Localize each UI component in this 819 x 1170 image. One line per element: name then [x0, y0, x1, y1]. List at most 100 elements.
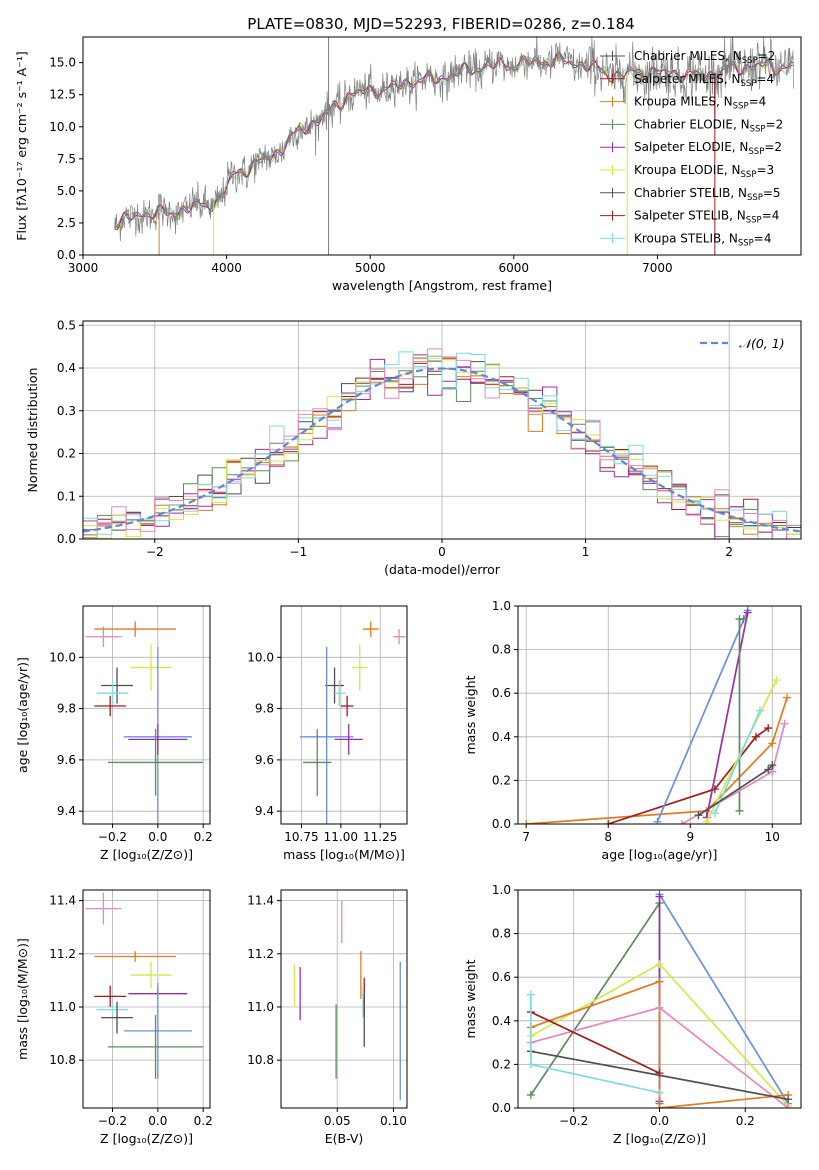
x-tick-label: 11.25 [363, 830, 397, 844]
y-tick-label: 0.1 [57, 489, 76, 503]
x-tick-label: 11.00 [324, 830, 358, 844]
weight-marker [604, 820, 613, 824]
x-axis-label: mass [log₁₀(M/M⊙)] [283, 847, 405, 862]
y-tick-label: 15.0 [49, 56, 76, 70]
weight-line [530, 1050, 789, 1101]
weight-line [656, 610, 749, 823]
y-tick-label: 0.4 [57, 361, 76, 375]
y-tick-label: 1.0 [492, 883, 511, 897]
legend-label: Chabrier STELIB, NSSP=5 [634, 186, 781, 203]
x-axis-label: Z [log₁₀(Z/Z⊙)] [613, 1131, 706, 1146]
weight-marker [784, 1104, 793, 1108]
y-tick-label: 5.0 [57, 184, 76, 198]
y-tick-label: 10.8 [49, 1053, 76, 1067]
y-tick-label: 11.2 [49, 947, 76, 961]
x-axis-label: Z [log₁₀(Z/Z⊙)] [100, 1131, 193, 1146]
weight-marker [526, 1060, 535, 1069]
x-tick-label: 0.0 [148, 830, 167, 844]
y-tick-label: 11.4 [247, 894, 274, 908]
age_vs_mass-axes [281, 606, 407, 824]
y-tick-label: 7.5 [57, 152, 76, 166]
weight_vs_Z-lines [526, 890, 793, 1108]
mass_vs_Z-frame [82, 889, 211, 1109]
y-tick-label: 0.3 [57, 404, 76, 418]
weight-marker [783, 693, 792, 702]
weight-marker [694, 811, 703, 820]
weight-line [705, 612, 749, 818]
age_vs_Z-frame [82, 605, 211, 825]
normal-curve [83, 367, 801, 533]
age_vs_Z-axes [83, 606, 210, 824]
legend-label: Chabrier MILES, NSSP=2 [634, 49, 775, 66]
x-tick-label: 0.2 [194, 1114, 213, 1128]
y-tick-label: 0.0 [492, 1101, 511, 1115]
x-tick-label: 0 [438, 545, 446, 559]
x-tick-label: 5000 [355, 261, 386, 275]
y-tick-label: 11.0 [49, 1000, 76, 1014]
weight-marker [739, 615, 748, 624]
y-tick-label: 2.5 [57, 216, 76, 230]
weight-marker [710, 809, 719, 818]
weight_vs_age-lines [522, 606, 792, 824]
weight-marker [678, 820, 687, 824]
mass_vs_ebv-axes [281, 890, 407, 1108]
age_vs_Z-points [85, 621, 204, 824]
x-tick-label: 0.0 [650, 1114, 669, 1128]
y-tick-label: 9.6 [255, 753, 274, 767]
legend-label: Salpeter STELIB, NSSP=4 [634, 209, 779, 226]
x-tick-label: −0.2 [559, 1114, 588, 1128]
x-tick-label: 0.2 [194, 830, 213, 844]
weight-marker [768, 761, 777, 770]
figure-title: PLATE=0830, MJD=52293, FIBERID=0286, z=0… [247, 15, 634, 33]
y-tick-label: 0.2 [492, 1057, 511, 1071]
weight_vs_age-frame [517, 605, 802, 825]
weight-marker [755, 706, 764, 715]
weight-marker [655, 1003, 664, 1012]
weight-marker [655, 960, 664, 969]
weight-line [530, 1011, 660, 1074]
histogram-step [83, 348, 801, 539]
y-axis-label: mass [log₁₀(M/M⊙)] [15, 938, 30, 1060]
x-tick-label: 7 [522, 830, 530, 844]
y-tick-label: 0.4 [492, 730, 511, 744]
weight-line [738, 618, 744, 811]
legend-label: Salpeter ELODIE, NSSP=2 [634, 140, 782, 157]
x-tick-label: 0.2 [736, 1114, 755, 1128]
y-tick-label: 9.6 [57, 753, 76, 767]
x-tick-label: 2 [725, 545, 733, 559]
weight-line [530, 994, 660, 1094]
age_vs_mass-frame [280, 605, 408, 825]
y-axis-label: mass weight [463, 959, 478, 1038]
spectrum-frame [82, 36, 802, 256]
y-tick-label: 0.6 [492, 970, 511, 984]
x-axis-label: E(B-V) [325, 1131, 364, 1146]
weight-marker [655, 977, 664, 986]
weight-marker [784, 1095, 793, 1104]
y-tick-label: 1.0 [492, 599, 511, 613]
weight-marker [526, 990, 535, 999]
weight-line [607, 727, 769, 824]
spectrum-plot [114, 37, 794, 255]
weight-marker [764, 765, 773, 774]
x-tick-label: 10.75 [284, 830, 318, 844]
weight-line [681, 723, 786, 824]
x-tick-label: 0.10 [380, 1114, 407, 1128]
mass_vs_Z-points [85, 892, 204, 1079]
x-axis-label: wavelength [Angstrom, rest frame] [332, 278, 552, 293]
y-tick-label: 11.0 [247, 1000, 274, 1014]
x-tick-label: −1 [290, 545, 308, 559]
mass_vs_ebv-frame [280, 889, 408, 1109]
x-tick-label: 10 [765, 830, 780, 844]
y-axis-label: Flux [fλ10⁻¹⁷ erg cm⁻² s⁻¹ A⁻¹] [14, 51, 29, 240]
y-tick-label: 9.4 [57, 804, 76, 818]
y-tick-label: 10.8 [247, 1053, 274, 1067]
weight-marker [780, 719, 789, 728]
legend-label: Kroupa MILES, NSSP=4 [634, 95, 766, 112]
age_vs_mass-points [299, 621, 406, 824]
observed-spectrum-line [114, 37, 794, 242]
y-tick-label: 0.0 [57, 248, 76, 262]
x-tick-label: −2 [146, 545, 164, 559]
spectrum-legend: Chabrier MILES, NSSP=2 Salpeter MILES, NS… [600, 49, 783, 248]
y-axis-label: Normed distribution [25, 368, 40, 493]
